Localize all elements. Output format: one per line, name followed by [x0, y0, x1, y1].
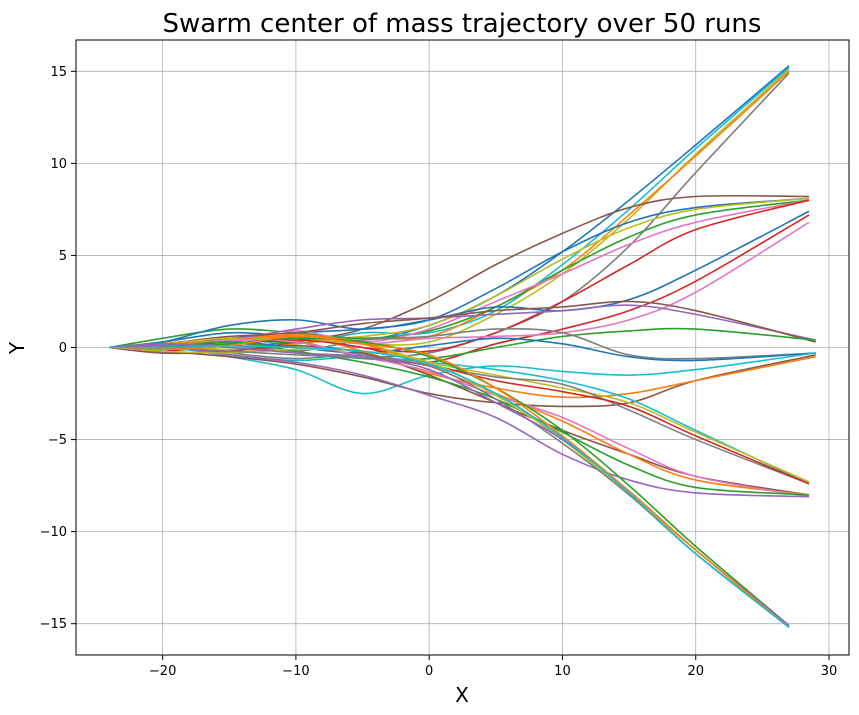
trajectory-line-25: [109, 344, 810, 485]
x-tick-label: 30: [821, 664, 838, 679]
y-tick-label: 0: [59, 341, 67, 356]
trajectory-line-8: [109, 197, 810, 351]
trajectory-line-16: [109, 300, 816, 349]
trajectory-line-34: [109, 346, 790, 629]
trajectory-line-4: [109, 70, 790, 354]
x-tick-label: −20: [149, 664, 176, 679]
x-axis-label: X: [455, 683, 469, 707]
y-axis-ticks: −15 −10 −5 0 5 10 15: [40, 65, 76, 632]
trajectory-line-26: [109, 339, 810, 485]
y-axis-label: Y: [5, 341, 29, 355]
x-tick-label: 10: [554, 664, 571, 679]
y-tick-label: −15: [40, 617, 67, 632]
trajectory-line-2: [109, 67, 790, 349]
trajectory-line-29: [109, 338, 810, 498]
trajectory-line-1: [109, 65, 790, 349]
series-layer: [109, 65, 816, 629]
trajectory-line-32: [109, 346, 790, 628]
y-tick-label: 15: [50, 65, 67, 80]
y-tick-label: 5: [59, 249, 67, 264]
trajectory-line-5: [109, 72, 790, 358]
trajectory-line-33: [109, 337, 790, 627]
trajectory-line-37: [109, 344, 790, 629]
x-tick-label: 20: [687, 664, 704, 679]
trajectory-line-31: [109, 341, 810, 496]
trajectory-line-12: [109, 210, 810, 349]
trajectory-line-21: [109, 346, 816, 408]
trajectory-line-35: [109, 343, 790, 627]
x-tick-label: 0: [425, 664, 433, 679]
y-tick-label: 10: [50, 157, 67, 172]
x-tick-label: −10: [282, 664, 309, 679]
trajectory-line-27: [109, 344, 810, 496]
y-tick-label: −10: [40, 525, 67, 540]
y-tick-label: −5: [48, 433, 67, 448]
trajectory-line-24: [109, 337, 810, 483]
grid-lines: [76, 40, 849, 655]
trajectory-line-9: [109, 199, 810, 349]
trajectory-line-36: [109, 335, 790, 628]
x-axis-ticks: −20 −10 0 10 20 30: [149, 655, 837, 679]
chart-title: Swarm center of mass trajectory over 50 …: [163, 9, 762, 39]
